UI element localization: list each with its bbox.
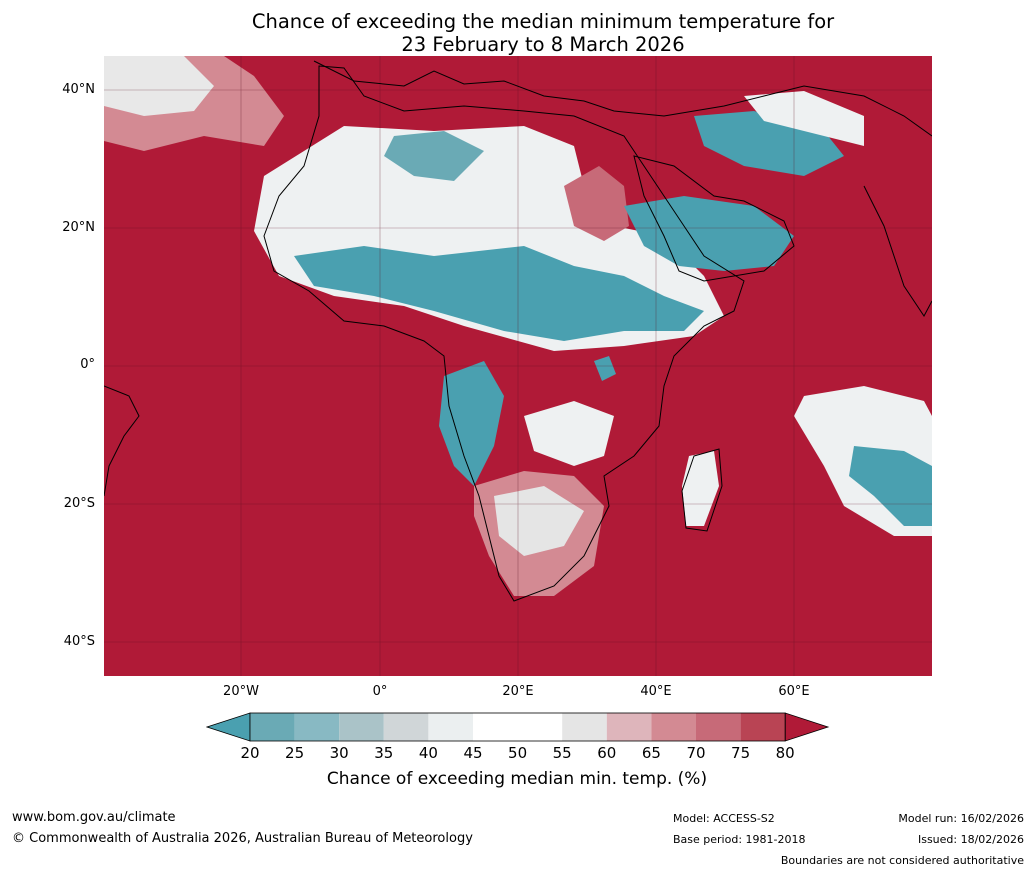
map-region-south-pale-inner [494,486,584,556]
lat-label-equator: 0° [80,357,95,372]
colorbar [206,712,830,742]
colorbar-tick-label: 40 [418,744,438,762]
lon-label-0: 0° [372,684,388,699]
colorbar-segment [473,713,518,741]
colorbar-segment [339,713,384,741]
colorbar-segment [294,713,340,741]
colorbar-segment [517,713,563,741]
footer-base-period: Base period: 1981-2018 [673,833,806,846]
colorbar-segment [428,713,473,741]
colorbar-tick-label: 70 [686,744,706,762]
colorbar-segment [651,713,696,741]
lon-label-40e: 40°E [640,684,672,699]
arabia-coastline [633,155,795,282]
colorbar-segment [562,713,607,741]
footer-disclaimer: Boundaries are not considered authoritat… [780,854,1024,867]
colorbar-tick-label: 25 [285,744,305,762]
map-region-indian-ocean-teal [849,446,932,526]
colorbar-tick-label: 55 [552,744,572,762]
colorbar-tick-label: 80 [775,744,795,762]
map-region-madagascar-white [682,451,719,526]
lon-label-20w: 20°W [223,684,259,699]
map-region-arabia-teal [624,196,794,271]
colorbar-segment [696,713,741,741]
colorbar-tick-label: 60 [597,744,617,762]
colorbar-label: Chance of exceeding median min. temp. (%… [326,769,708,789]
footer-issued: Issued: 18/02/2026 [917,833,1024,846]
lat-label-40s: 40°S [63,634,95,649]
map-title: Chance of exceeding the median minimum t… [104,10,982,56]
colorbar-tick-label: 50 [508,744,528,762]
footer-copyright: © Commonwealth of Australia 2026, Austra… [12,831,473,846]
title-line-2: 23 February to 8 March 2026 [401,33,685,56]
footer-model: Model: ACCESS-S2 [673,812,775,825]
africa-coastline [263,65,745,602]
lat-label-20n: 20°N [62,220,95,235]
india-coastline [863,185,932,317]
madagascar-coastline [681,448,723,532]
map-region-egypt-red [564,166,629,241]
map-region-angola-teal [439,361,504,486]
map-region-sahel-teal [294,246,704,341]
colorbar-tick-label: 20 [240,744,260,762]
colorbar-segment [740,713,786,741]
colorbar-tick-label: 65 [641,744,661,762]
lat-label-40n: 40°N [62,82,95,97]
map-region-zambia-white [524,401,614,466]
colorbar-tick-label: 45 [463,744,483,762]
colorbar-tick-label: 30 [329,744,349,762]
colorbar-tick-label: 75 [731,744,751,762]
colorbar-arrow-high [784,712,830,742]
colorbar-segment [606,713,652,741]
south-america-coastline [104,385,140,497]
colorbar-border [249,712,786,742]
colorbar-segment [250,713,295,741]
lat-label-20s: 20°S [63,496,95,511]
map-region-lake-victoria [594,356,616,381]
colorbar-arrow-low [206,712,251,742]
map-region-north-teal [384,131,484,181]
europe-coastline [313,60,932,137]
probability-map [104,56,932,676]
map-canvas [104,56,932,676]
lon-label-60e: 60°E [778,684,810,699]
footer-website: www.bom.gov.au/climate [12,810,176,825]
colorbar-segment [383,713,429,741]
map-region-mideast-white [744,91,864,146]
lon-label-20e: 20°E [502,684,534,699]
footer-model-run: Model run: 16/02/2026 [898,812,1024,825]
title-line-1: Chance of exceeding the median minimum t… [251,10,835,33]
graticule [104,56,932,676]
colorbar-tick-label: 35 [374,744,394,762]
map-region-nw-white [104,56,214,116]
